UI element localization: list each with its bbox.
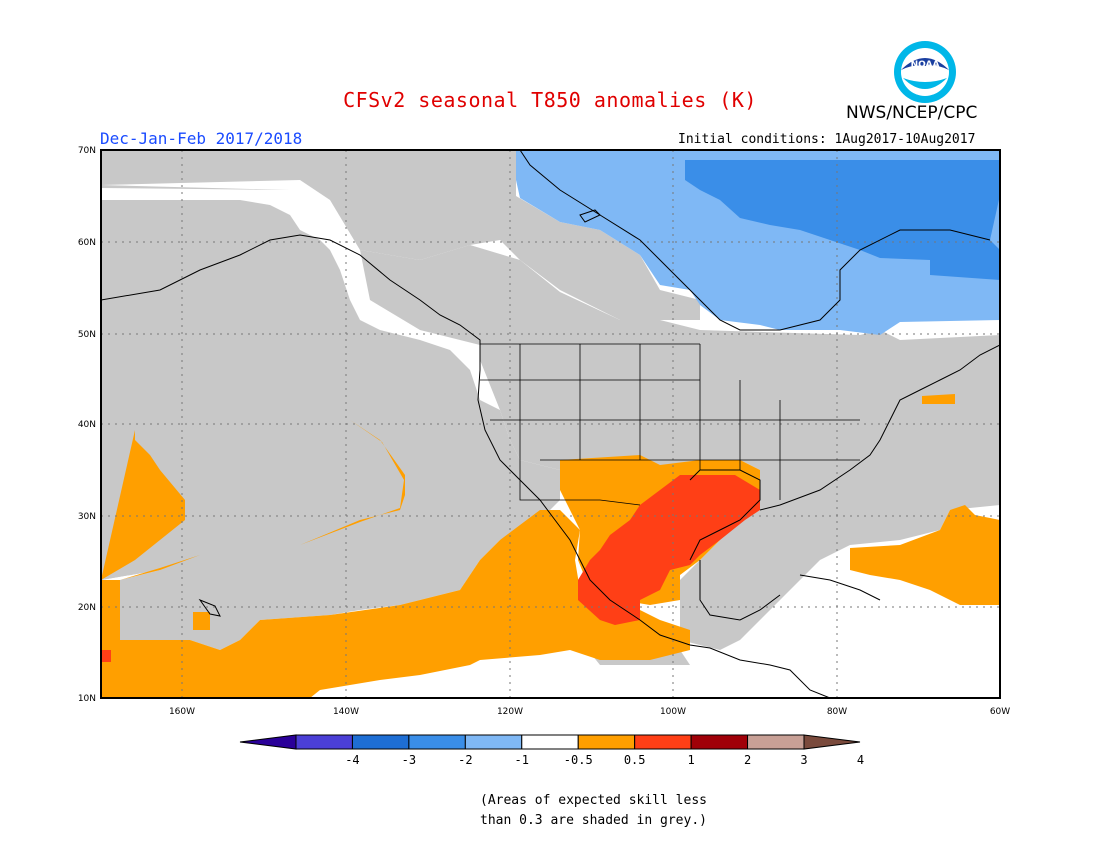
lat-label: 10N — [78, 694, 96, 704]
initial-conditions-label: Initial conditions: 1Aug2017-10Aug2017 — [678, 132, 976, 147]
skill-footnote: (Areas of expected skill less than 0.3 a… — [480, 791, 707, 831]
positive-anomaly-red — [101, 475, 760, 662]
season-label: Dec-Jan-Feb 2017/2018 — [100, 129, 303, 148]
lat-label: 70N — [78, 146, 96, 156]
lat-label: 50N — [78, 330, 96, 340]
noaa-logo: NOAA — [894, 41, 956, 103]
lat-label: 20N — [78, 603, 96, 613]
low-skill-grey-shading — [101, 150, 1000, 665]
agency-label: NWS/NCEP/CPC — [846, 103, 978, 123]
noaa-logo-text: NOAA — [911, 60, 940, 70]
footnote-line: (Areas of expected skill less — [480, 793, 707, 808]
lon-label: 120W — [497, 707, 523, 717]
negative-anomaly-blue — [516, 150, 1000, 335]
gridlines — [101, 150, 1000, 698]
lon-label: 80W — [827, 707, 847, 717]
lat-label: 30N — [78, 512, 96, 522]
political-boundaries — [480, 343, 860, 506]
lon-label: 60W — [990, 707, 1010, 717]
map-frame — [100, 149, 1001, 699]
map-title: CFSv2 seasonal T850 anomalies (K) — [343, 88, 757, 112]
lat-label: 60N — [78, 238, 96, 248]
lon-label: 140W — [333, 707, 359, 717]
lat-label: 40N — [78, 420, 96, 430]
lon-label: 100W — [660, 707, 686, 717]
footnote-line: than 0.3 are shaded in grey.) — [480, 813, 707, 828]
coastlines — [101, 150, 1000, 698]
lon-label: 160W — [169, 707, 195, 717]
